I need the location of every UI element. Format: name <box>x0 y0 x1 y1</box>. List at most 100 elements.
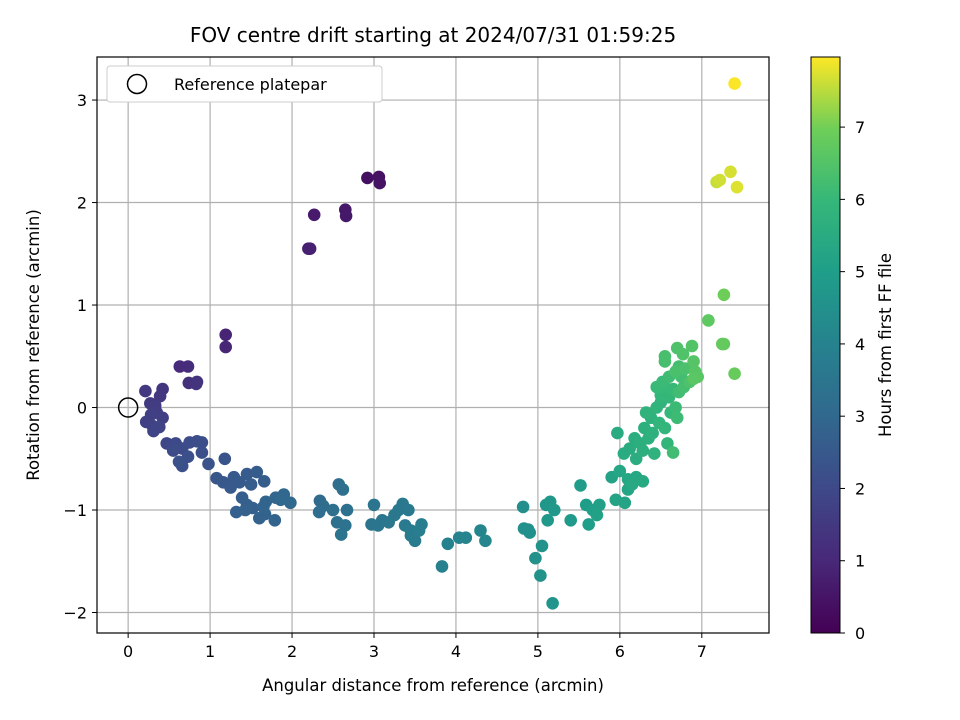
scatter-point <box>172 455 186 469</box>
scatter-point <box>590 508 604 522</box>
scatter-point <box>257 475 271 488</box>
y-tick-label: −2 <box>63 604 87 623</box>
scatter-point <box>636 444 650 457</box>
scatter-point <box>669 401 682 414</box>
scatter-point <box>639 406 653 419</box>
scatter-point <box>195 446 209 459</box>
scatter-point <box>546 597 559 610</box>
colorbar-label: Hours from first FF file <box>876 253 895 437</box>
scatter-point <box>648 447 661 460</box>
scatter-point <box>474 524 487 537</box>
scatter-point <box>415 518 428 531</box>
scatter-point <box>516 500 530 514</box>
scatter-point <box>687 355 700 368</box>
scatter-point <box>717 337 731 351</box>
scatter-point <box>340 503 354 517</box>
scatter-point <box>326 503 340 517</box>
scatter-point <box>730 180 744 194</box>
scatter-point <box>240 467 254 481</box>
scatter-point <box>181 360 195 373</box>
scatter-point <box>717 288 731 302</box>
x-tick-label: 2 <box>287 642 297 661</box>
scatter-point <box>618 496 632 510</box>
grid-lines <box>97 57 769 633</box>
x-tick-label: 1 <box>205 642 215 661</box>
scatter-point <box>479 534 492 548</box>
scatter-point <box>274 493 287 507</box>
colorbar-tick-label: 7 <box>855 118 865 137</box>
scatter-point <box>669 365 682 378</box>
scatter-point <box>548 503 561 517</box>
scatter-point <box>244 478 258 491</box>
scatter-point <box>435 560 449 573</box>
colorbar: 0 1 2 3 4 5 6 7 Hours from first FF file <box>810 56 895 643</box>
colorbar-tick-label: 0 <box>855 624 865 643</box>
scatter-point <box>534 569 547 582</box>
scatter-point <box>202 457 215 471</box>
scatter-point <box>658 350 672 363</box>
scatter-point <box>219 328 232 342</box>
scatter-point <box>541 514 554 527</box>
scatter-point <box>336 483 350 496</box>
legend-marker-reference <box>126 73 148 95</box>
y-tick-label: 1 <box>77 296 87 315</box>
colorbar-tick-label: 6 <box>855 190 865 209</box>
data-points <box>139 77 744 610</box>
scatter-point <box>257 500 270 514</box>
scatter-point <box>623 442 636 455</box>
scatter-point <box>239 503 252 517</box>
scatter-point <box>139 384 152 398</box>
legend-entry-label: Reference platepar <box>174 75 327 94</box>
scatter-point <box>702 314 715 327</box>
scatter-point <box>535 539 549 553</box>
reference-marker <box>117 397 139 418</box>
scatter-point <box>392 503 405 517</box>
scatter-point <box>582 518 595 531</box>
scatter-point <box>625 478 639 491</box>
scatter-point <box>564 514 577 527</box>
scatter-point <box>670 411 684 425</box>
x-tick-label: 0 <box>123 642 133 661</box>
scatter-point <box>529 551 542 565</box>
scatter-point <box>636 475 650 488</box>
scatter-point <box>724 165 737 179</box>
scatter-point <box>459 531 473 544</box>
scatter-point <box>147 424 160 438</box>
scatter-point <box>593 498 606 512</box>
x-tick-label: 4 <box>451 642 461 661</box>
scatter-point <box>334 528 348 541</box>
colorbar-tick-label: 5 <box>855 263 865 282</box>
x-tick-label: 5 <box>533 642 543 661</box>
scatter-point <box>661 437 674 450</box>
scatter-point <box>382 516 396 529</box>
scatter-point <box>312 505 326 519</box>
scatter-point <box>523 526 536 539</box>
scatter-point <box>219 340 232 354</box>
legend-box <box>106 65 383 103</box>
scatter-point <box>284 496 297 510</box>
scatter-point <box>402 503 415 517</box>
x-tick-label: 3 <box>369 642 379 661</box>
scatter-point <box>574 479 587 492</box>
scatter-point <box>611 426 624 440</box>
scatter-point <box>728 77 741 90</box>
y-tick-label: 3 <box>77 91 87 110</box>
scatter-point <box>339 209 353 223</box>
scatter-point <box>679 362 692 375</box>
plot-frame <box>96 56 770 634</box>
colorbar-ticks: 0 1 2 3 4 5 6 7 <box>840 118 865 643</box>
y-tick-label: 0 <box>77 399 87 418</box>
scatter-point <box>371 519 385 532</box>
scatter-point <box>218 452 232 466</box>
scatter-point <box>685 339 699 353</box>
scatter-point <box>268 514 282 527</box>
scatter-point <box>408 534 422 548</box>
scatter-point <box>613 464 627 478</box>
scatter-point <box>687 372 700 386</box>
scatter-point <box>153 389 167 403</box>
scatter-point <box>307 208 321 222</box>
scatter-point <box>646 426 659 440</box>
scatter-point <box>361 171 374 185</box>
x-tick-label: 6 <box>615 642 625 661</box>
